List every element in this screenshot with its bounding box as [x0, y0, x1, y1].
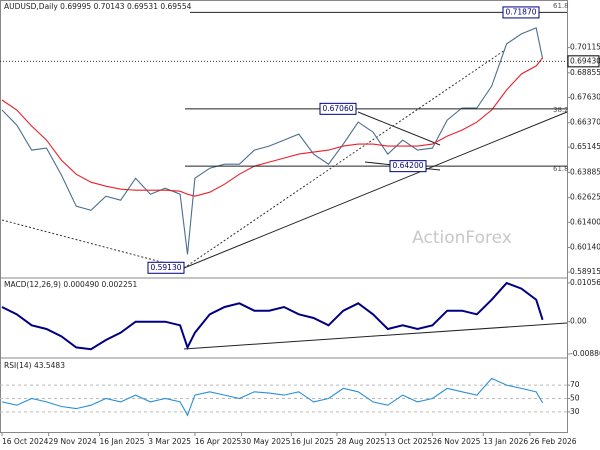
x-tick-label: 29 Nov 2024	[49, 437, 97, 446]
trend-line	[357, 111, 441, 146]
current-price-label: 0.69430	[570, 56, 600, 65]
x-tick-label: 13 Jan 2026	[483, 437, 528, 446]
x-tick-label: 26 Feb 2026	[530, 437, 577, 446]
price-label: 0.71870	[505, 7, 536, 16]
y-tick-label: 0.010567	[570, 278, 600, 287]
price-label-box	[389, 160, 427, 173]
x-tick-label: 28 Aug 2025	[337, 437, 385, 446]
fib-label: 61.8	[553, 165, 569, 173]
x-tick-label: 16 Jul 2025	[291, 437, 334, 446]
panel-title: MACD(12,26,9) 0.000490 0.002251	[4, 280, 138, 289]
y-tick-label: 30	[570, 407, 580, 416]
fib-label: 61.8	[553, 2, 569, 10]
x-tick-label: 3 Mar 2025	[148, 437, 191, 446]
y-tick-label: 0.58915	[570, 267, 600, 276]
y-tick-label: 0.61400	[570, 217, 600, 226]
price-label-box	[147, 261, 185, 274]
panel-title: RSI(14) 43.5483	[4, 361, 65, 370]
fib-label: 38.2	[553, 106, 569, 114]
y-tick-label: 0.67630	[570, 92, 600, 101]
x-tick-label: 16 Apr 2025	[195, 437, 242, 446]
x-tick-label: 16 Oct 2024	[2, 437, 49, 446]
watermark: ActionForex	[412, 228, 512, 248]
x-tick-label: 16 Jan 2025	[100, 437, 145, 446]
x-tick-label: 26 Nov 2025	[432, 437, 480, 446]
series-line	[1, 57, 544, 197]
price-label-box	[319, 102, 357, 115]
chart-title: AUDUSD,Daily 0.69995 0.70143 0.69531 0.6…	[4, 2, 192, 11]
price-label-box	[502, 6, 540, 19]
frame	[0, 0, 568, 433]
y-tick-label: 70	[570, 380, 580, 389]
price-label: 0.67060	[322, 104, 353, 113]
y-tick-label: 0.65145	[570, 142, 600, 151]
y-tick-label: 0.66370	[570, 118, 600, 127]
current-price-box	[567, 55, 600, 68]
y-tick-label: 0.70115	[570, 43, 600, 52]
y-tick-label: 0.00	[570, 317, 587, 326]
trend-line	[183, 111, 568, 269]
trend-line	[183, 49, 506, 269]
trend-line	[1, 219, 185, 269]
y-tick-label: -0.008808	[570, 349, 600, 358]
price-label: 0.64200	[392, 161, 423, 170]
series-line	[1, 27, 544, 255]
y-tick-label: 0.62625	[570, 193, 600, 202]
series-line	[1, 377, 544, 417]
y-tick-label: 0.60140	[570, 243, 600, 252]
trend-line	[183, 322, 568, 350]
price-label: 0.59130	[150, 263, 181, 272]
series-line	[1, 281, 544, 351]
y-tick-label: 0.68855	[570, 68, 600, 77]
x-tick-label: 30 May 2025	[242, 437, 291, 446]
y-tick-label: 0.63885	[570, 167, 600, 176]
y-tick-label: 50	[570, 394, 580, 403]
x-tick-label: 13 Oct 2025	[386, 437, 433, 446]
